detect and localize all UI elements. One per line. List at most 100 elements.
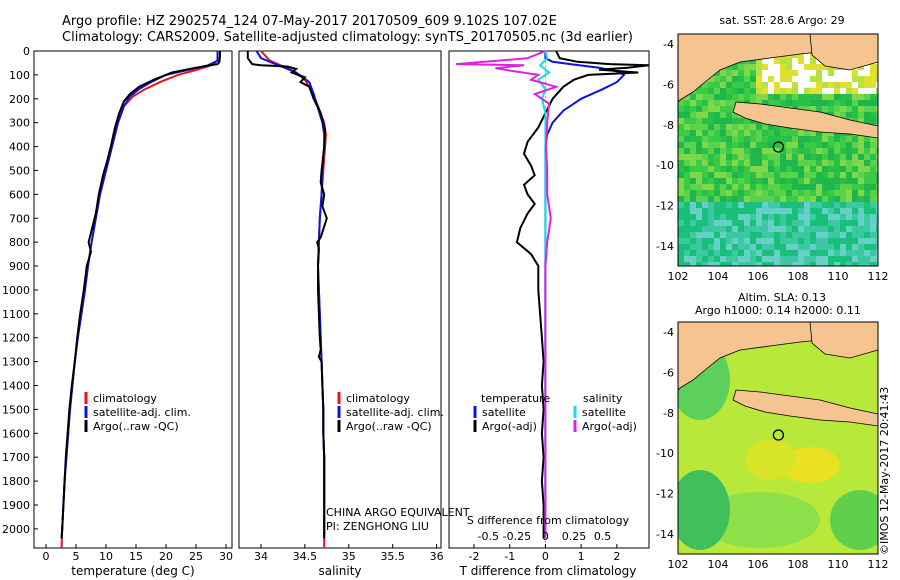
sst-cell (828, 100, 834, 106)
sst-cell (720, 130, 726, 136)
sst-cell (714, 166, 720, 172)
sst-cell (864, 136, 870, 142)
sst-cell (756, 190, 762, 196)
sst-cell (846, 76, 852, 82)
sst-cell (798, 64, 804, 70)
sst-cell (750, 58, 756, 64)
sst-cell (750, 136, 756, 142)
sst-cell (678, 178, 684, 184)
sst-cell (792, 70, 798, 76)
sst-cell (870, 148, 876, 154)
sst-cell (798, 220, 804, 226)
sst-cell (768, 76, 774, 82)
land-mass (732, 389, 878, 427)
sst-cell (726, 196, 732, 202)
sst-cell (750, 262, 756, 266)
sst-cell (744, 154, 750, 160)
sst-cell (870, 256, 876, 262)
sst-cell (702, 100, 708, 106)
sst-cell (708, 82, 714, 88)
sst-cell (702, 262, 708, 266)
sst-cell (810, 220, 816, 226)
sst-cell (792, 244, 798, 250)
sst-cell (684, 256, 690, 262)
sst-cell (804, 70, 810, 76)
y-tick-label: 1700 (2, 451, 30, 464)
sst-cell (816, 166, 822, 172)
sst-cell (762, 232, 768, 238)
sst-cell (678, 196, 684, 202)
sst-cell (732, 70, 738, 76)
sst-cell (834, 160, 840, 166)
sst-cell (852, 184, 858, 190)
sst-cell (678, 190, 684, 196)
sst-cell (846, 220, 852, 226)
sst-cell (852, 94, 858, 100)
sst-cell (762, 166, 768, 172)
sst-cell (852, 76, 858, 82)
sst-cell (768, 94, 774, 100)
difference-panel: -2 -1 0 1 2 -0.5 -0.25 0 0.25 0.5 S difference f… (448, 50, 650, 578)
sst-cell (732, 130, 738, 136)
sst-cell (798, 244, 804, 250)
sst-cell (726, 178, 732, 184)
sst-cell (684, 262, 690, 266)
sst-cell (876, 226, 878, 232)
sst-cell (756, 208, 762, 214)
sla-map-title-line1: Altim. SLA: 0.13 (738, 291, 826, 304)
sst-cell (720, 250, 726, 256)
sst-cell (696, 172, 702, 178)
sst-cell (756, 256, 762, 262)
sst-cell (804, 214, 810, 220)
sst-cell (726, 172, 732, 178)
sst-cell (846, 112, 852, 118)
sst-cell (870, 154, 876, 160)
sst-cell (876, 178, 878, 184)
sst-cell (870, 166, 876, 172)
sst-cell (714, 154, 720, 160)
sst-cell (810, 190, 816, 196)
sst-cell (810, 178, 816, 184)
sst-cell (732, 118, 738, 124)
sst-cell (816, 70, 822, 76)
sst-cell (780, 136, 786, 142)
sst-cell (864, 214, 870, 220)
sst-cell (774, 238, 780, 244)
sst-cell (846, 148, 852, 154)
sst-cell (696, 160, 702, 166)
sst-cell (762, 202, 768, 208)
sst-cell (726, 250, 732, 256)
sst-cell (846, 160, 852, 166)
sst-cell (804, 190, 810, 196)
sst-cell (702, 118, 708, 124)
sst-cell (684, 142, 690, 148)
temperature-xlabel: temperature (deg C) (71, 564, 194, 578)
sst-cell (846, 100, 852, 106)
sst-cell (792, 238, 798, 244)
sst-cell (798, 166, 804, 172)
sst-cell (828, 136, 834, 142)
sst-cell (870, 94, 876, 100)
sst-cell (702, 82, 708, 88)
sst-cell (714, 178, 720, 184)
sst-cell (834, 208, 840, 214)
sst-cell (732, 64, 738, 70)
sst-cell (864, 208, 870, 214)
sst-cell (852, 232, 858, 238)
sst-cell (792, 58, 798, 64)
sst-cell (828, 262, 834, 266)
sst-cell (804, 226, 810, 232)
sst-cell (756, 238, 762, 244)
sst-cell (714, 160, 720, 166)
sst-cell (714, 124, 720, 130)
sst-cell (828, 94, 834, 100)
sst-cell (786, 94, 792, 100)
sst-cell (744, 202, 750, 208)
sst-cell (834, 238, 840, 244)
sst-cell (846, 196, 852, 202)
sst-cell (678, 202, 684, 208)
sst-cell (840, 154, 846, 160)
sst-cell (696, 118, 702, 124)
sst-cell (678, 112, 684, 118)
sst-cell (798, 250, 804, 256)
